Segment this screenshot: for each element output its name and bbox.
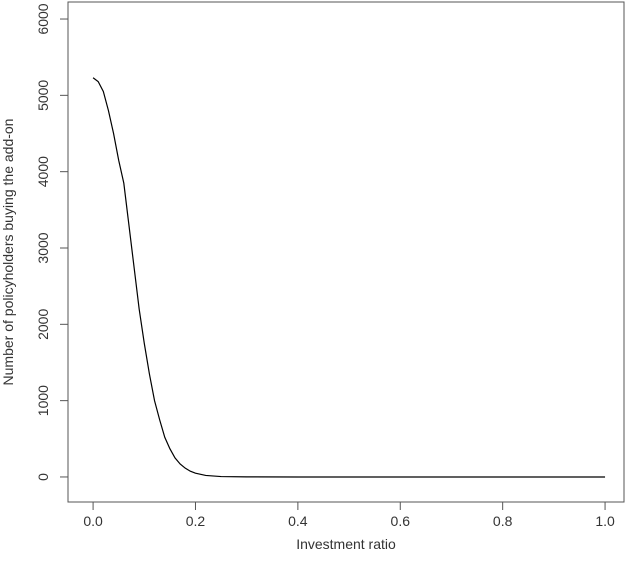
- y-tick-label: 4000: [35, 156, 51, 187]
- x-tick-label: 0.2: [186, 513, 206, 529]
- plot-frame: [67, 1, 625, 503]
- y-axis-label: Number of policyholders buying the add-o…: [0, 119, 16, 386]
- y-tick-label: 2000: [35, 309, 51, 340]
- x-tick-label: 0.4: [288, 513, 308, 529]
- y-tick-label: 5000: [35, 80, 51, 111]
- y-tick-label: 0: [35, 473, 51, 481]
- x-tick-label: 0.6: [391, 513, 411, 529]
- x-tick-label: 1.0: [595, 513, 615, 529]
- line-series: [92, 77, 606, 478]
- y-tick-label: 6000: [35, 3, 51, 34]
- x-axis-label: Investment ratio: [296, 536, 396, 552]
- y-tick-label: 3000: [35, 232, 51, 263]
- x-tick-label: 0.0: [83, 513, 103, 529]
- y-tick-label: 1000: [35, 385, 51, 416]
- x-tick-label: 0.8: [493, 513, 513, 529]
